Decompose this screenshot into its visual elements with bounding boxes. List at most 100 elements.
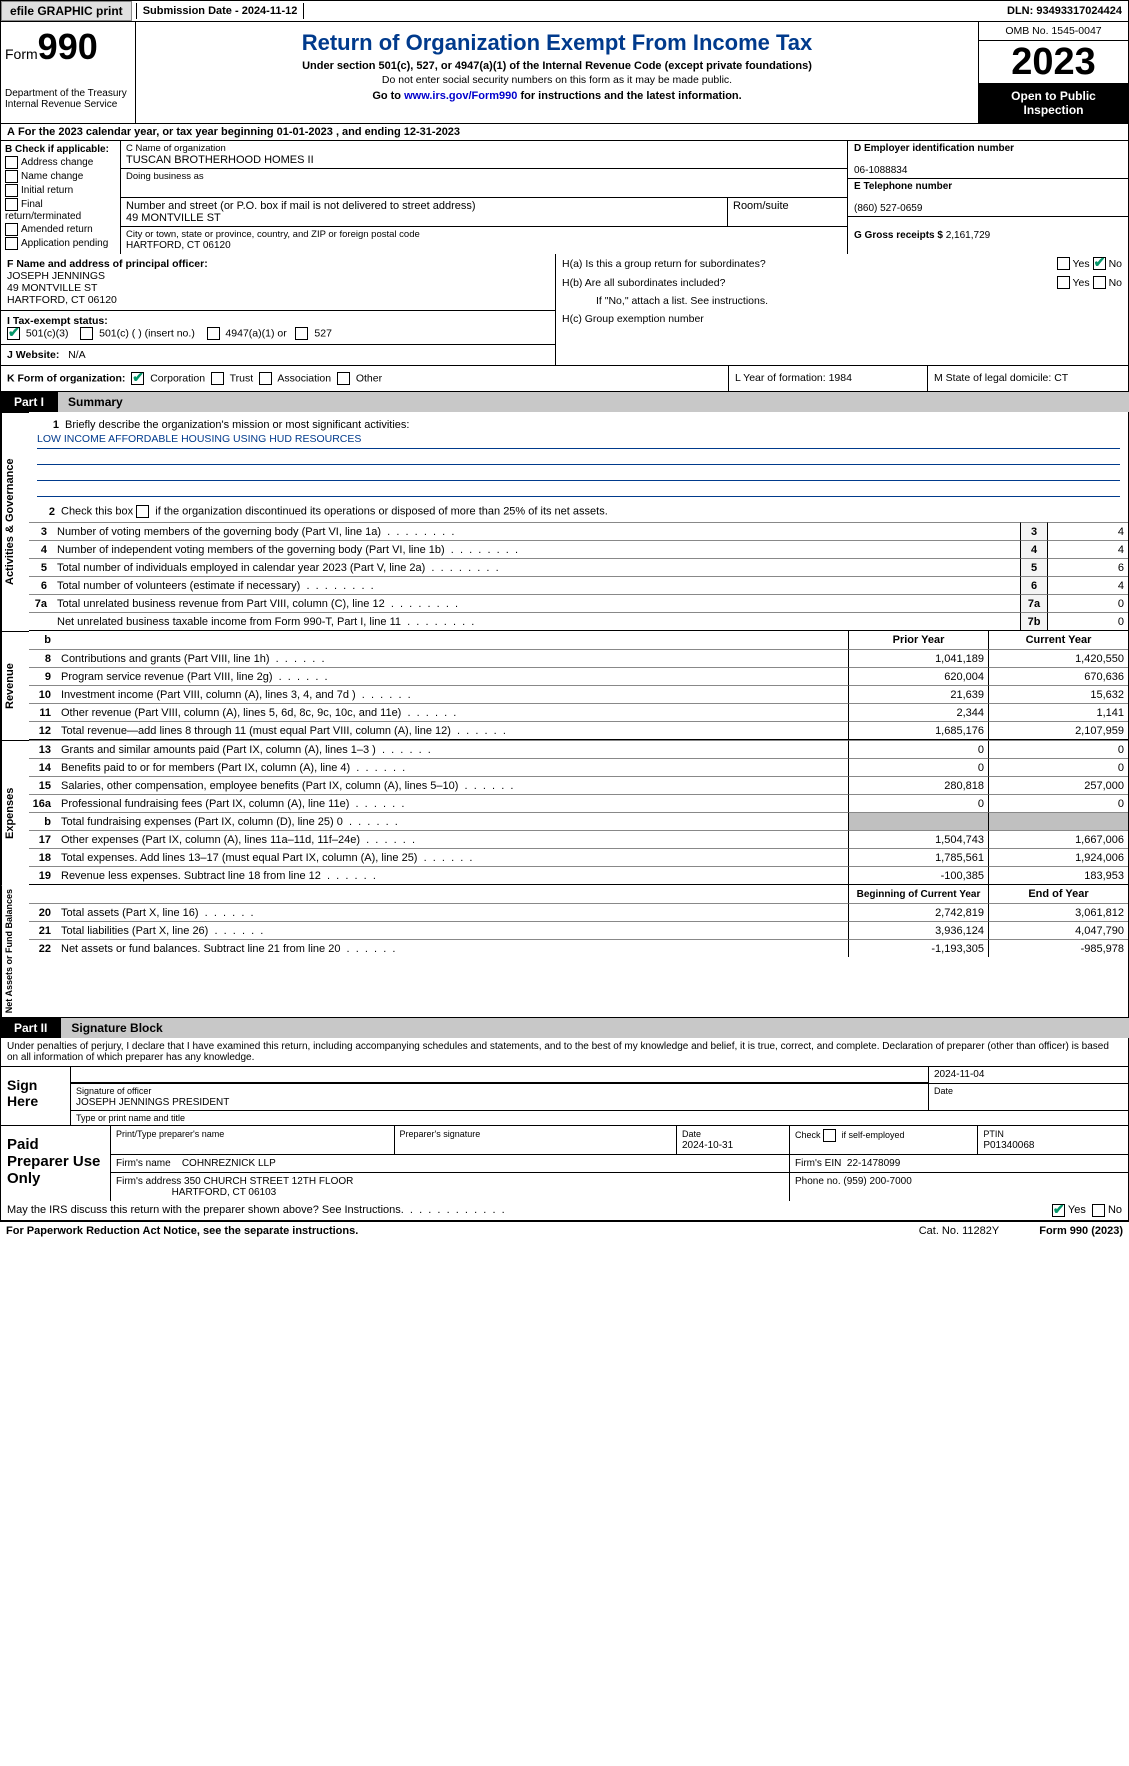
tax-year: 2023 — [979, 41, 1128, 83]
goto-line: Go to www.irs.gov/Form990 for instructio… — [140, 90, 974, 102]
ptin: P01340068 — [983, 1140, 1034, 1151]
fin-prior: 0 — [848, 794, 988, 812]
box-f: F Name and address of principal officer:… — [1, 254, 555, 311]
box-hb-note: If "No," attach a list. See instructions… — [556, 292, 1128, 310]
chk-assoc[interactable] — [259, 372, 272, 385]
box-c: C Name of organizationTUSCAN BROTHERHOOD… — [121, 141, 848, 254]
fin-curr: 1,924,006 — [988, 848, 1128, 866]
prep-date: 2024-10-31 — [682, 1140, 733, 1151]
open-inspection: Open to Public Inspection — [979, 83, 1128, 123]
chk-other[interactable] — [337, 372, 350, 385]
fin-curr: 0 — [988, 740, 1128, 758]
chk-ha-no[interactable] — [1093, 257, 1106, 270]
gov-val: 4 — [1048, 576, 1128, 594]
org-city: HARTFORD, CT 06120 — [126, 240, 231, 251]
fin-curr: 2,107,959 — [988, 721, 1128, 739]
box-b: B Check if applicable: Address change Na… — [1, 141, 121, 254]
fin-curr: 15,632 — [988, 685, 1128, 703]
chk-hb-yes[interactable] — [1057, 276, 1070, 289]
chk-501c3[interactable] — [7, 327, 20, 340]
prior-year-hdr: Prior Year — [848, 631, 988, 649]
chk-discuss-no[interactable] — [1092, 1204, 1105, 1217]
vlabel-expenses: Expenses — [1, 740, 29, 885]
row-a-taxyear: A For the 2023 calendar year, or tax yea… — [0, 124, 1129, 141]
box-hb: H(b) Are all subordinates included? Yes … — [556, 273, 1128, 292]
form-subtitle: Under section 501(c), 527, or 4947(a)(1)… — [140, 60, 974, 72]
chk-ha-yes[interactable] — [1057, 257, 1070, 270]
fin-curr: 670,636 — [988, 667, 1128, 685]
gov-val: 4 — [1048, 522, 1128, 540]
dept-treasury: Department of the TreasuryInternal Reven… — [5, 88, 131, 110]
form-header: Form990 Department of the TreasuryIntern… — [0, 22, 1129, 124]
fin-curr: -985,978 — [988, 939, 1128, 957]
cat-no: Cat. No. 11282Y — [919, 1225, 1000, 1237]
fin-prior: 620,004 — [848, 667, 988, 685]
top-toolbar: efile GRAPHIC print Submission Date - 20… — [0, 0, 1129, 22]
year-formation: L Year of formation: 1984 — [728, 366, 928, 391]
sig-date: 2024-11-04 — [928, 1067, 1128, 1083]
irs-link[interactable]: www.irs.gov/Form990 — [404, 90, 517, 102]
chk-4947[interactable] — [207, 327, 220, 340]
signature-block: Under penalties of perjury, I declare th… — [0, 1038, 1129, 1222]
firm-ein: 22-1478099 — [847, 1158, 900, 1169]
chk-discontinued[interactable] — [136, 505, 149, 518]
gov-val: 4 — [1048, 540, 1128, 558]
sign-here-label: Sign Here — [1, 1067, 71, 1125]
part1-header: Part I Summary — [0, 392, 1129, 412]
org-street: 49 MONTVILLE ST — [126, 212, 221, 224]
efile-print-button[interactable]: efile GRAPHIC print — [1, 1, 132, 21]
chk-amended-return[interactable] — [5, 223, 18, 236]
chk-hb-no[interactable] — [1093, 276, 1106, 289]
fin-curr: 3,061,812 — [988, 903, 1128, 921]
fin-prior: -100,385 — [848, 866, 988, 884]
phone: (860) 527-0659 — [854, 203, 922, 214]
fin-prior — [848, 812, 988, 830]
box-hc: H(c) Group exemption number — [556, 310, 1128, 328]
chk-corp[interactable] — [131, 372, 144, 385]
org-name: TUSCAN BROTHERHOOD HOMES II — [126, 154, 314, 166]
room-suite-label: Room/suite — [733, 200, 789, 212]
fin-curr: 1,667,006 — [988, 830, 1128, 848]
fin-curr: 0 — [988, 794, 1128, 812]
firm-phone: (959) 200-7000 — [843, 1176, 911, 1187]
chk-initial-return[interactable] — [5, 184, 18, 197]
row-j: J Website: N/A — [1, 345, 555, 365]
fin-curr: 257,000 — [988, 776, 1128, 794]
vlabel-revenue: Revenue — [1, 631, 29, 740]
fin-prior: 0 — [848, 740, 988, 758]
officer-name: JOSEPH JENNINGS PRESIDENT — [76, 1097, 229, 1108]
ein: 06-1088834 — [854, 165, 907, 176]
fin-curr: 4,047,790 — [988, 921, 1128, 939]
chk-527[interactable] — [295, 327, 308, 340]
submission-date: Submission Date - 2024-11-12 — [136, 3, 305, 19]
chk-self-employed[interactable] — [823, 1129, 836, 1142]
chk-application-pending[interactable] — [5, 237, 18, 250]
penalty-statement: Under penalties of perjury, I declare th… — [1, 1038, 1128, 1067]
fin-curr: 1,141 — [988, 703, 1128, 721]
chk-name-change[interactable] — [5, 170, 18, 183]
mission-text: LOW INCOME AFFORDABLE HOUSING USING HUD … — [37, 433, 1120, 449]
firm-name: COHNREZNICK LLP — [182, 1158, 276, 1169]
fin-prior: 1,041,189 — [848, 649, 988, 667]
fin-prior: 1,504,743 — [848, 830, 988, 848]
firm-addr: 350 CHURCH STREET 12TH FLOOR — [184, 1176, 353, 1187]
gross-receipts: 2,161,729 — [946, 230, 991, 241]
row-k: K Form of organization: Corporation Trus… — [0, 366, 1129, 392]
dba-label: Doing business as — [126, 171, 204, 182]
fin-curr: 1,420,550 — [988, 649, 1128, 667]
form-prefix: Form — [5, 46, 38, 62]
box-deg: D Employer identification number06-10888… — [848, 141, 1128, 254]
form-number: 990 — [38, 26, 98, 67]
fin-prior: 0 — [848, 758, 988, 776]
chk-501c[interactable] — [80, 327, 93, 340]
fin-curr: 183,953 — [988, 866, 1128, 884]
chk-address-change[interactable] — [5, 156, 18, 169]
discuss-row: May the IRS discuss this return with the… — [1, 1201, 1128, 1221]
chk-trust[interactable] — [211, 372, 224, 385]
chk-final-return[interactable] — [5, 198, 18, 211]
fin-prior: 3,936,124 — [848, 921, 988, 939]
omb-number: OMB No. 1545-0047 — [979, 22, 1128, 41]
vlabel-governance: Activities & Governance — [1, 412, 29, 631]
part2-header: Part II Signature Block — [0, 1018, 1129, 1038]
chk-discuss-yes[interactable] — [1052, 1204, 1065, 1217]
